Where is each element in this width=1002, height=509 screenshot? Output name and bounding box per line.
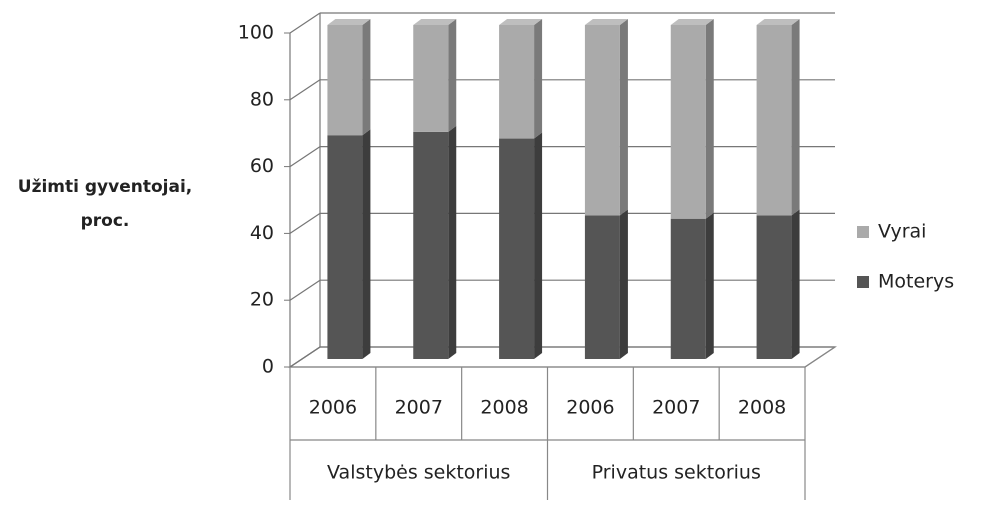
bar (756, 25, 792, 216)
bar (670, 25, 706, 219)
table-line (804, 346, 836, 368)
bar-side (534, 132, 543, 359)
y-tick-label: 100 (238, 22, 274, 44)
legend-swatch (857, 226, 869, 238)
bar (499, 138, 535, 359)
bar-side (448, 125, 457, 359)
bar-top (499, 19, 543, 25)
x-tick-label: 2007 (652, 397, 700, 419)
bar (670, 218, 706, 359)
bar-side (448, 19, 457, 132)
group-label: Valstybės sektorius (327, 462, 510, 484)
bar (327, 135, 363, 359)
grid-line (289, 79, 321, 101)
legend-swatch (857, 276, 869, 288)
bar (413, 25, 449, 132)
bar-top (670, 19, 714, 25)
bar (327, 25, 363, 136)
group-label: Privatus sektorius (592, 462, 761, 484)
grid-line (289, 12, 321, 34)
bar (584, 215, 620, 359)
bar (413, 131, 449, 359)
bar-side (362, 129, 371, 359)
bar-side (791, 209, 800, 359)
y-tick-label: 20 (250, 289, 274, 311)
bar (756, 215, 792, 359)
grid-line (289, 212, 321, 234)
y-axis-label: Užimti gyventojai, proc. (17, 177, 193, 231)
y-tick-label: 0 (262, 356, 274, 378)
bar-side (619, 209, 628, 359)
bar-top (584, 19, 628, 25)
bar-side (791, 19, 800, 216)
legend-label: Moterys (878, 271, 954, 293)
bar (584, 25, 620, 216)
bar-top (327, 19, 371, 25)
floor (288, 346, 837, 368)
bar-side (362, 19, 371, 136)
x-tick-label: 2006 (309, 397, 357, 419)
bar-side (705, 212, 714, 359)
x-tick-label: 2008 (738, 397, 786, 419)
bar-top (756, 19, 800, 25)
side-wall (289, 13, 321, 369)
x-tick-label: 2007 (395, 397, 443, 419)
bar (499, 25, 535, 139)
bar-side (534, 19, 543, 139)
y-tick-label: 60 (250, 155, 274, 177)
x-tick-label: 2006 (566, 397, 614, 419)
grid-line (289, 279, 321, 301)
grid-line (289, 346, 321, 368)
bar-side (619, 19, 628, 216)
grid-line (289, 146, 321, 168)
bar-top (413, 19, 457, 25)
y-tick-label: 40 (250, 222, 274, 244)
x-tick-label: 2008 (480, 397, 528, 419)
y-tick-label: 80 (250, 88, 274, 110)
legend-label: Vyrai (878, 221, 926, 243)
bar-side (705, 19, 714, 219)
